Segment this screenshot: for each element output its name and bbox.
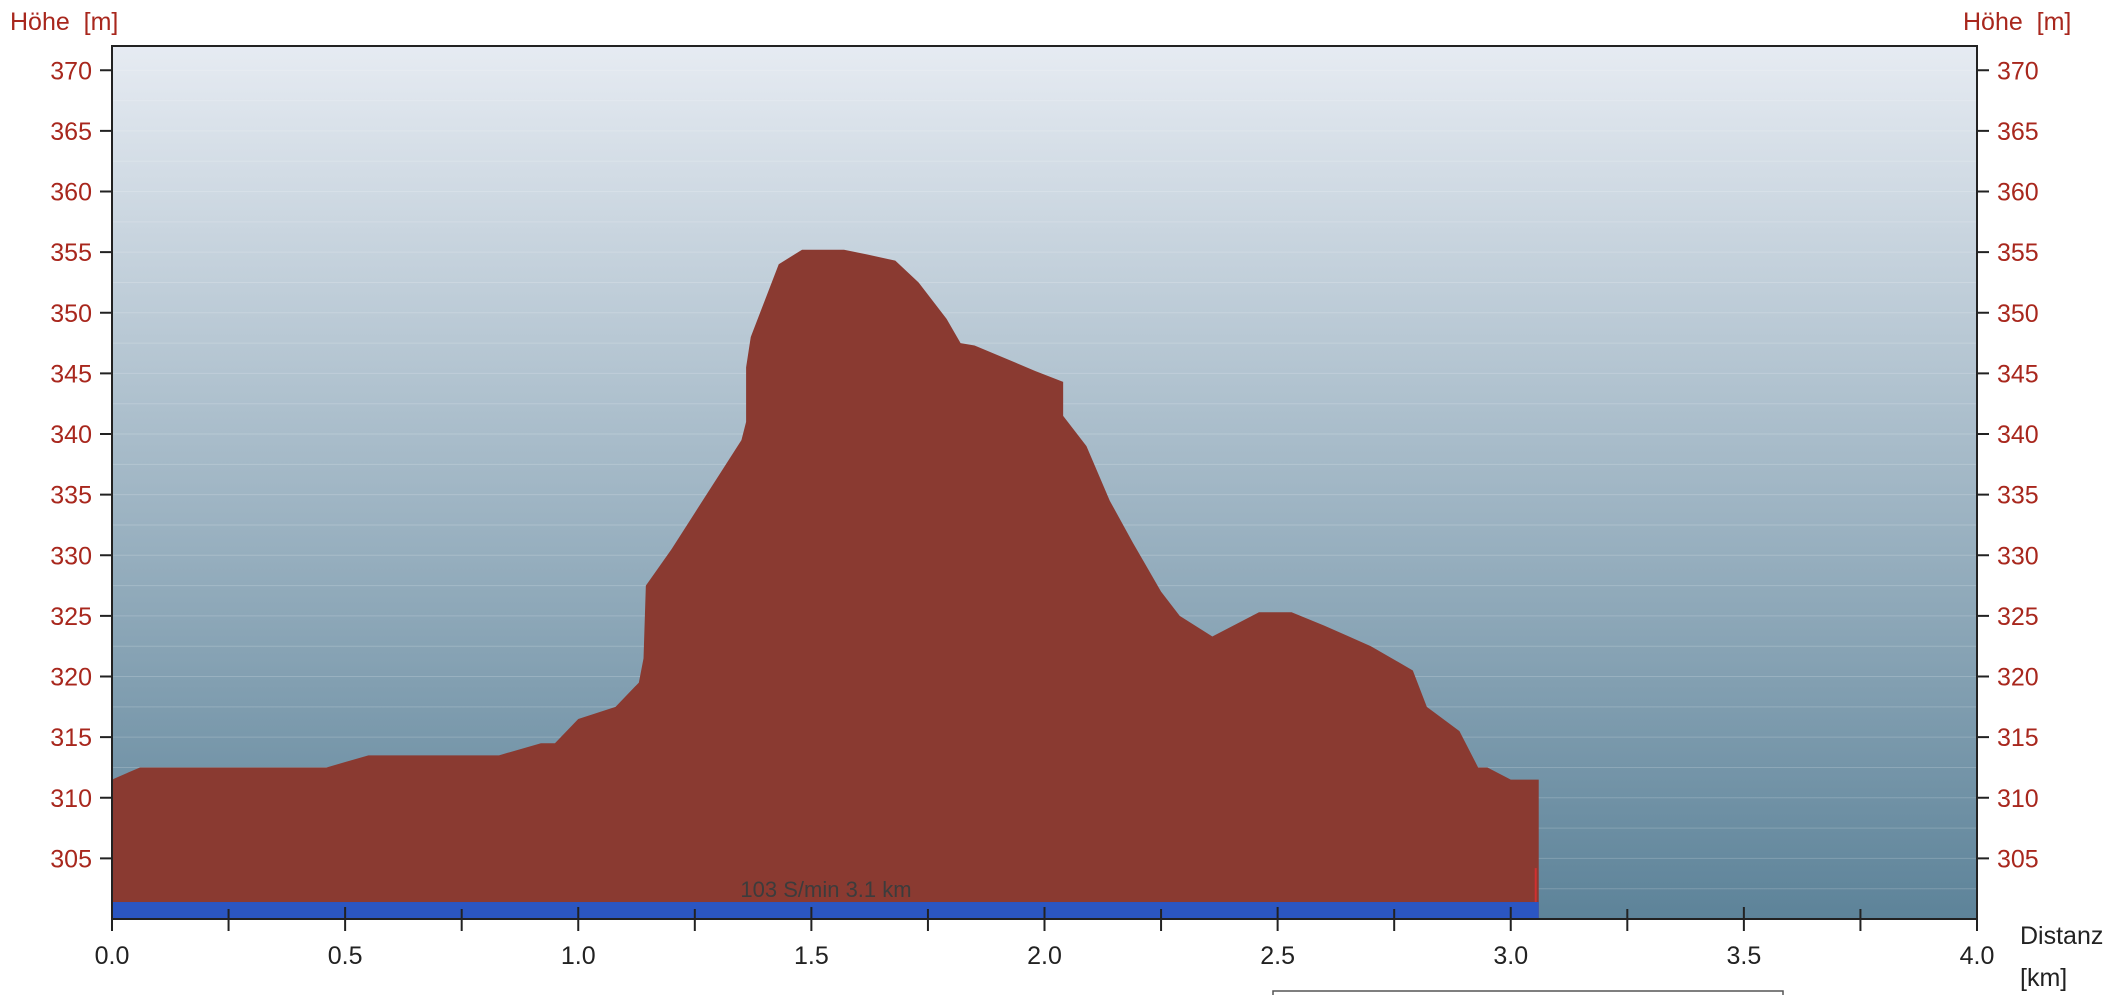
y-tick-label-right: 360 <box>1997 179 2039 207</box>
y-tick-label-right: 370 <box>1997 57 2039 85</box>
x-tick-label: 3.5 <box>1726 942 1761 970</box>
x-tick-label: 0.0 <box>95 942 130 970</box>
y-tick-label-left: 330 <box>50 542 92 570</box>
x-axis-label: Distanz <box>2020 922 2103 950</box>
y-tick-label-left: 305 <box>50 845 92 873</box>
x-tick-label: 0.5 <box>328 942 363 970</box>
y-tick-label-right: 325 <box>1997 603 2039 631</box>
y-tick-label-right: 315 <box>1997 724 2039 752</box>
y-tick-label-right: 305 <box>1997 845 2039 873</box>
x-tick-label: 2.0 <box>1027 942 1062 970</box>
x-axis: 0.0 0.5 1.0 1.5 2.0 2.5 3.0 3.5 4.0 <box>95 907 1995 970</box>
y-axis-label-left: Höhe [m] <box>10 8 118 36</box>
y-tick-label-left: 365 <box>50 118 92 146</box>
x-tick-label: 2.5 <box>1260 942 1295 970</box>
x-axis-unit: [km] <box>2020 964 2067 992</box>
x-tick-label: 4.0 <box>1960 942 1995 970</box>
y-tick-label-right: 335 <box>1997 482 2039 510</box>
elevation-area <box>112 249 1539 919</box>
footer-legend-box <box>1272 990 1784 995</box>
x-tick-label: 1.5 <box>794 942 829 970</box>
y-tick-label-left: 320 <box>50 664 92 692</box>
y-tick-label-left: 355 <box>50 239 92 267</box>
y-tick-label-right: 310 <box>1997 785 2039 813</box>
y-tick-label-right: 355 <box>1997 239 2039 267</box>
y-tick-label-left: 340 <box>50 421 92 449</box>
y-tick-label-right: 350 <box>1997 300 2039 328</box>
y-tick-label-left: 360 <box>50 179 92 207</box>
y-tick-label-left: 325 <box>50 603 92 631</box>
y-tick-label-left: 310 <box>50 785 92 813</box>
y-tick-label-left: 335 <box>50 482 92 510</box>
y-tick-label-left: 350 <box>50 300 92 328</box>
y-tick-label-right: 365 <box>1997 118 2039 146</box>
y-tick-label-left: 315 <box>50 724 92 752</box>
y-tick-label-right: 340 <box>1997 421 2039 449</box>
y-axis-label-right: Höhe [m] <box>1963 8 2071 36</box>
x-tick-label: 1.0 <box>561 942 596 970</box>
track-annotation: 103 S/min 3.1 km <box>740 877 911 902</box>
y-axis-left: 305 310 315 320 325 330 335 340 345 350 355 360 365 3… <box>50 57 112 873</box>
y-tick-label-left: 370 <box>50 57 92 85</box>
y-tick-label-right: 345 <box>1997 360 2039 388</box>
y-axis-right: 305 310 315 320 325 330 335 340 345 350 355 360 365 3… <box>1977 57 2039 873</box>
y-tick-label-right: 320 <box>1997 664 2039 692</box>
x-tick-label: 3.0 <box>1493 942 1528 970</box>
y-tick-label-right: 330 <box>1997 542 2039 570</box>
y-tick-label-left: 345 <box>50 360 92 388</box>
track-bar <box>112 902 1539 919</box>
